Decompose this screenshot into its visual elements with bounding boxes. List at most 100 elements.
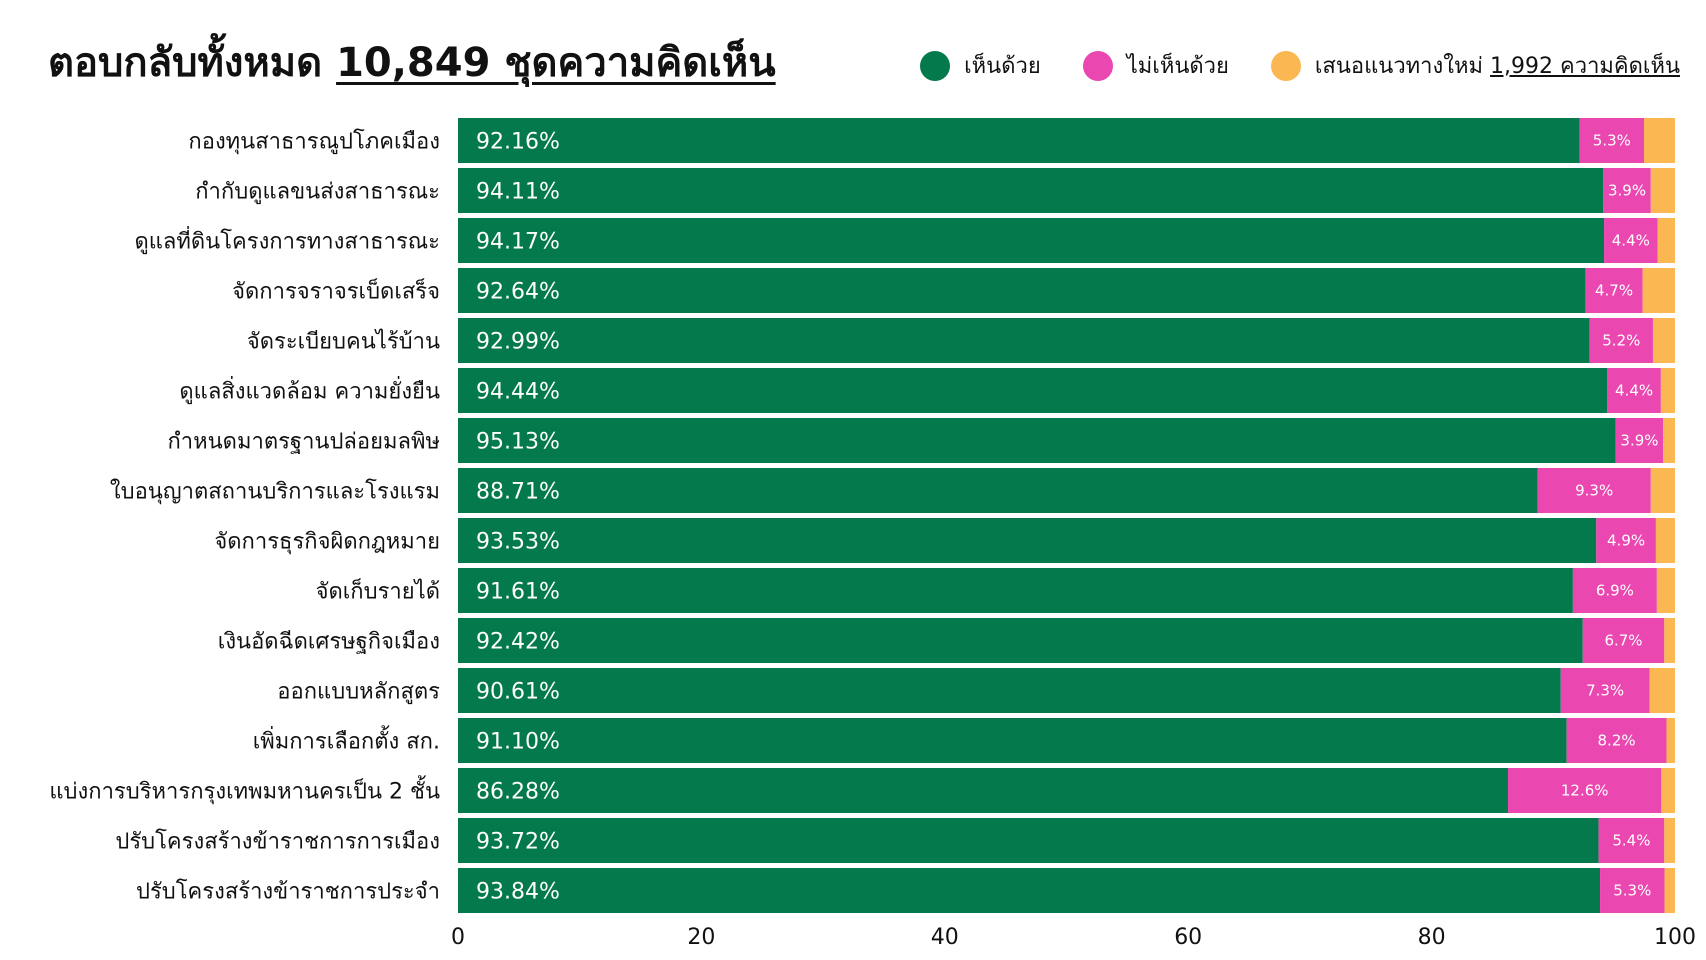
bar-row: จัดการธุรกิจผิดกฎหมาย 93.53% 4.9% [214,518,1675,563]
bar-segment-agree [458,618,1583,663]
bar-segment-propose [1657,218,1675,263]
category-label: ใบอนุญาตสถานบริการและโรงแรม [110,479,440,505]
title-prefix: ตอบกลับทั้งหมด [48,40,323,86]
bar-segment-agree [458,768,1509,813]
category-label: กำกับดูแลขนส่งสาธารณะ [195,180,440,205]
bar-segment-propose [1649,668,1675,713]
category-label: จัดการจราจรเบ็ดเสร็จ [232,277,440,305]
bar-segment-agree [458,718,1567,763]
category-label: ปรับโครงสร้างข้าราชการประจำ [136,879,440,905]
bar-row: จัดเก็บรายได้ 91.61% 6.9% [316,568,1675,613]
bar-segment-agree [458,218,1605,263]
legend-item-disagree: ไม่เห็นด้วย [1082,48,1229,83]
data-label-agree: 95.13% [476,430,560,455]
category-label: เพิ่มการเลือกตั้ง สก. [253,726,440,755]
bar-segment-agree [458,668,1561,713]
bar-row: จัดระเบียบคนไร้บ้าน 92.99% 5.2% [247,318,1675,363]
data-label-agree: 94.44% [476,380,560,405]
bar-segment-disagree [1566,718,1667,763]
bar-segment-propose [1644,118,1675,163]
data-label-disagree: 8.2% [1598,732,1636,750]
bar-segment-disagree [1579,118,1645,163]
data-label-agree: 94.11% [476,180,560,205]
bar-segment-agree [458,168,1604,213]
bar-segment-propose [1655,518,1675,563]
data-label-agree: 93.53% [476,530,560,555]
bar-segment-disagree [1508,768,1662,813]
bar-segment-agree [458,418,1616,463]
bar-segment-disagree [1615,418,1664,463]
bar-row: แบ่งการบริหารกรุงเทพมหานครเป็น 2 ชั้น 86.… [49,768,1675,813]
category-label: ปรับโครงสร้างข้าราชการการเมือง [115,829,440,855]
data-label-agree: 92.42% [476,630,560,655]
bar-row: เงินอัดฉีดเศรษฐกิจเมือง 92.42% 6.7% [218,618,1675,663]
data-label-disagree: 3.9% [1608,182,1646,200]
legend-item-propose: เสนอแนวทางใหม่ 1,992 ความคิดเห็น [1270,48,1680,83]
bar-row: กองทุนสาธารณูปโภคเมือง 92.16% 5.3% [188,118,1675,163]
bar-segment-propose [1663,418,1675,463]
bar-segment-agree [458,868,1601,913]
x-tick-label: 20 [687,925,715,950]
legend: เห็นด้วย ไม่เห็นด้วย เสนอแนวทางใหม่ 1,99… [878,48,1680,83]
bar-segment-agree [458,468,1538,513]
bar-segment-propose [1664,868,1675,913]
category-label: กองทุนสาธารณูปโภคเมือง [188,129,440,155]
bar-segment-disagree [1598,818,1665,863]
data-label-disagree: 3.9% [1620,432,1658,450]
bar-segment-agree [458,318,1590,363]
bar-segment-disagree [1604,218,1658,263]
bar-segment-disagree [1537,468,1651,513]
category-label: จัดการธุรกิจผิดกฎหมาย [214,530,440,555]
bar-row: ปรับโครงสร้างข้าราชการประจำ 93.84% 5.3% [136,868,1675,913]
bar-segment-propose [1642,268,1675,313]
category-label: จัดเก็บรายได้ [316,577,440,605]
bar-segment-agree [458,118,1580,163]
legend-swatch-propose [1270,50,1301,81]
bar-segment-agree [458,518,1597,563]
data-label-disagree: 12.6% [1561,782,1609,800]
x-tick-label: 40 [931,925,959,950]
bar-segment-disagree [1585,268,1643,313]
bar-segment-propose [1664,618,1675,663]
legend-swatch-disagree [1082,50,1113,81]
bar-segment-propose [1661,768,1675,813]
data-label-disagree: 5.3% [1613,882,1651,900]
data-label-disagree: 4.4% [1612,232,1650,250]
data-label-agree: 88.71% [476,480,560,505]
x-tick-label: 80 [1418,925,1446,950]
x-tick-label: 60 [1174,925,1202,950]
category-label: ดูแลสิ่งแวดล้อม ความยั่งยืน [179,376,440,405]
category-label: กำหนดมาตรฐานปล่อยมลพิษ [167,430,440,455]
bar-row: เพิ่มการเลือกตั้ง สก. 91.10% 8.2% [253,718,1675,763]
data-label-agree: 91.10% [476,730,560,755]
bar-row: ใบอนุญาตสถานบริการและโรงแรม 88.71% 9.3% [110,468,1675,513]
x-tick-label: 100 [1654,925,1696,950]
bar-segment-disagree [1600,868,1665,913]
category-label: ออกแบบหลักสูตร [277,680,440,705]
category-label: เงินอัดฉีดเศรษฐกิจเมือง [218,630,440,655]
data-label-agree: 92.16% [476,130,560,155]
bar-segment-disagree [1596,518,1656,563]
data-label-agree: 92.64% [476,280,560,305]
data-label-disagree: 5.3% [1593,132,1631,150]
legend-item-agree: เห็นด้วย [920,48,1041,83]
bar-segment-propose [1650,468,1675,513]
data-label-agree: 93.84% [476,880,560,905]
legend-label-disagree: ไม่เห็นด้วย [1126,54,1229,79]
bar-segment-propose [1656,568,1675,613]
chart-title: ตอบกลับทั้งหมด 10,849 ชุดความคิดเห็น [48,30,776,94]
bar-segment-agree [458,818,1599,863]
data-label-disagree: 7.3% [1586,682,1624,700]
data-label-agree: 91.61% [476,580,560,605]
data-label-agree: 86.28% [476,780,560,805]
bar-segment-propose [1664,818,1675,863]
data-label-disagree: 6.9% [1596,582,1634,600]
bar-segment-disagree [1572,568,1657,613]
bar-segment-propose [1660,368,1675,413]
bar-segment-propose [1650,168,1675,213]
category-label: จัดระเบียบคนไร้บ้าน [247,329,440,355]
data-label-agree: 92.99% [476,330,560,355]
bar-segment-propose [1652,318,1675,363]
bar-segment-disagree [1603,168,1651,213]
